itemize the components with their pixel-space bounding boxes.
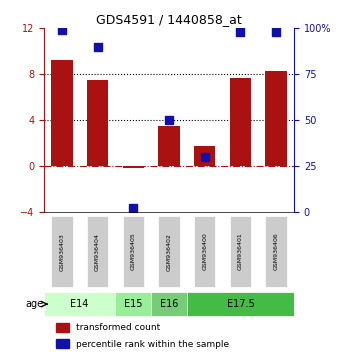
Point [95, 44, 100, 50]
FancyBboxPatch shape [151, 292, 187, 316]
Text: GSM936405: GSM936405 [131, 233, 136, 270]
Text: percentile rank within the sample: percentile rank within the sample [76, 339, 230, 349]
Text: GSM936403: GSM936403 [59, 233, 64, 270]
Bar [123, 166, 144, 168]
FancyBboxPatch shape [265, 216, 287, 287]
Text: E15: E15 [124, 299, 143, 309]
Point [166, 118, 172, 123]
Bar [51, 61, 73, 166]
Text: GSM936404: GSM936404 [95, 233, 100, 270]
FancyBboxPatch shape [194, 216, 215, 287]
Bar [265, 71, 287, 166]
Bar [158, 126, 180, 166]
Text: GSM936406: GSM936406 [274, 233, 279, 270]
Point [130, 206, 136, 211]
Text: GSM936402: GSM936402 [167, 233, 171, 270]
Bar [56, 339, 69, 348]
Bar [194, 145, 215, 166]
Text: GSM936400: GSM936400 [202, 233, 207, 270]
Point [273, 29, 279, 35]
Title: GDS4591 / 1440858_at: GDS4591 / 1440858_at [96, 13, 242, 26]
FancyBboxPatch shape [115, 292, 151, 316]
FancyBboxPatch shape [44, 292, 115, 316]
Bar [56, 323, 69, 332]
Bar [87, 80, 108, 166]
Text: age: age [26, 299, 44, 309]
Point [238, 29, 243, 35]
Text: E16: E16 [160, 299, 178, 309]
Text: E17.5: E17.5 [226, 299, 254, 309]
Text: transformed count: transformed count [76, 323, 161, 332]
FancyBboxPatch shape [158, 216, 180, 287]
Point [202, 154, 208, 160]
FancyBboxPatch shape [87, 216, 108, 287]
FancyBboxPatch shape [51, 216, 73, 287]
FancyBboxPatch shape [123, 216, 144, 287]
Text: E14: E14 [71, 299, 89, 309]
Point [59, 27, 65, 33]
Text: GSM936401: GSM936401 [238, 233, 243, 270]
FancyBboxPatch shape [187, 292, 294, 316]
Bar [230, 78, 251, 166]
FancyBboxPatch shape [230, 216, 251, 287]
